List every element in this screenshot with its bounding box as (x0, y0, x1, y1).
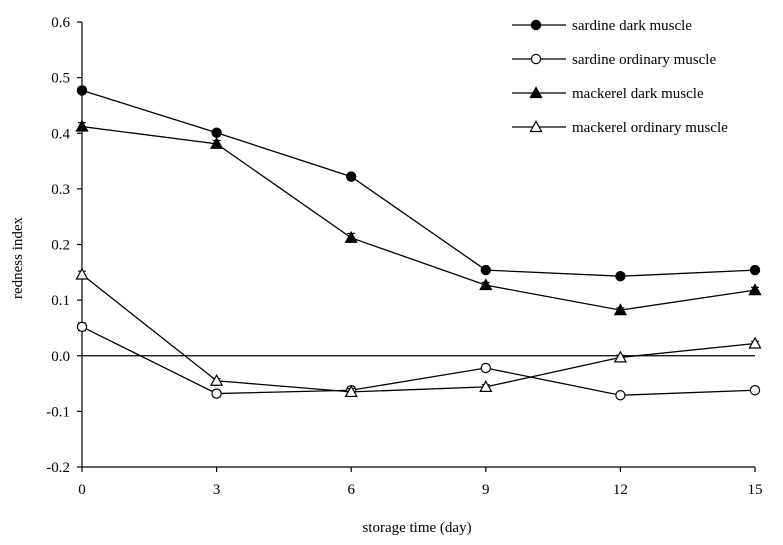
data-point (75, 267, 89, 280)
x-axis-title: storage time (day) (362, 520, 471, 536)
series-4 (75, 267, 762, 397)
data-point (615, 390, 626, 401)
data-point (749, 385, 761, 396)
data-point (479, 380, 493, 392)
data-point (613, 350, 628, 363)
data-point (479, 278, 493, 291)
y-tick-label: -0.2 (46, 460, 70, 476)
legend-marker (529, 86, 543, 99)
series-line (81, 89, 756, 277)
legend-item-1: sardine dark muscle (512, 18, 692, 34)
legend-item-3: mackerel dark muscle (512, 86, 704, 102)
legend-label: mackerel ordinary muscle (572, 120, 728, 136)
series-1 (76, 85, 761, 282)
series-line (81, 125, 756, 311)
data-point (75, 119, 89, 132)
data-point (344, 385, 358, 397)
x-tick-label: 15 (748, 482, 763, 498)
y-tick-label: -0.1 (46, 404, 70, 420)
data-point (76, 85, 88, 96)
series-line (81, 326, 756, 396)
y-tick-label: 0.2 (51, 238, 70, 254)
data-point (344, 230, 358, 243)
legend-marker (530, 19, 542, 31)
data-point (346, 171, 357, 182)
data-point (209, 373, 224, 386)
x-tick-label: 12 (613, 482, 628, 498)
x-tick-label: 0 (78, 482, 86, 498)
y-tick-label: 0.1 (51, 293, 70, 309)
data-point (480, 264, 491, 276)
data-point (748, 336, 762, 349)
data-point (209, 136, 224, 149)
legend-marker (530, 53, 542, 65)
legend-label: mackerel dark muscle (572, 86, 704, 102)
data-point (615, 271, 626, 282)
axis-ticks: 0.6 0.5 0.4 0.3 0.2 0.1 0.0 -0.1 -0.2 0 3 6 9 12 15 (46, 15, 762, 498)
legend-marker (529, 120, 543, 133)
y-axis-title: redness index (10, 216, 26, 299)
y-tick-label: 0.4 (51, 126, 70, 142)
y-tick-label: 0.6 (51, 15, 70, 31)
legend-item-2: sardine ordinary muscle (512, 52, 716, 68)
y-tick-label: 0.5 (51, 71, 70, 87)
x-tick-label: 3 (213, 482, 221, 498)
series-line (81, 274, 756, 393)
legend-item-4: mackerel ordinary muscle (512, 120, 728, 136)
series-3 (75, 119, 762, 316)
y-tick-label: 0.3 (51, 182, 70, 198)
data-point (749, 264, 761, 276)
x-tick-label: 9 (482, 482, 490, 498)
data-point (613, 303, 628, 316)
data-point (211, 388, 222, 399)
x-tick-label: 6 (347, 482, 355, 498)
legend-label: sardine ordinary muscle (572, 52, 716, 68)
legend-label: sardine dark muscle (572, 18, 692, 34)
y-tick-label: 0.0 (51, 349, 70, 365)
data-point (480, 362, 491, 374)
series-layer (75, 85, 762, 401)
data-point (211, 127, 222, 138)
data-point (748, 283, 762, 296)
legend: sardine dark muscle sardine ordinary musc… (512, 18, 728, 136)
series-2 (76, 321, 761, 401)
data-point (76, 321, 88, 333)
